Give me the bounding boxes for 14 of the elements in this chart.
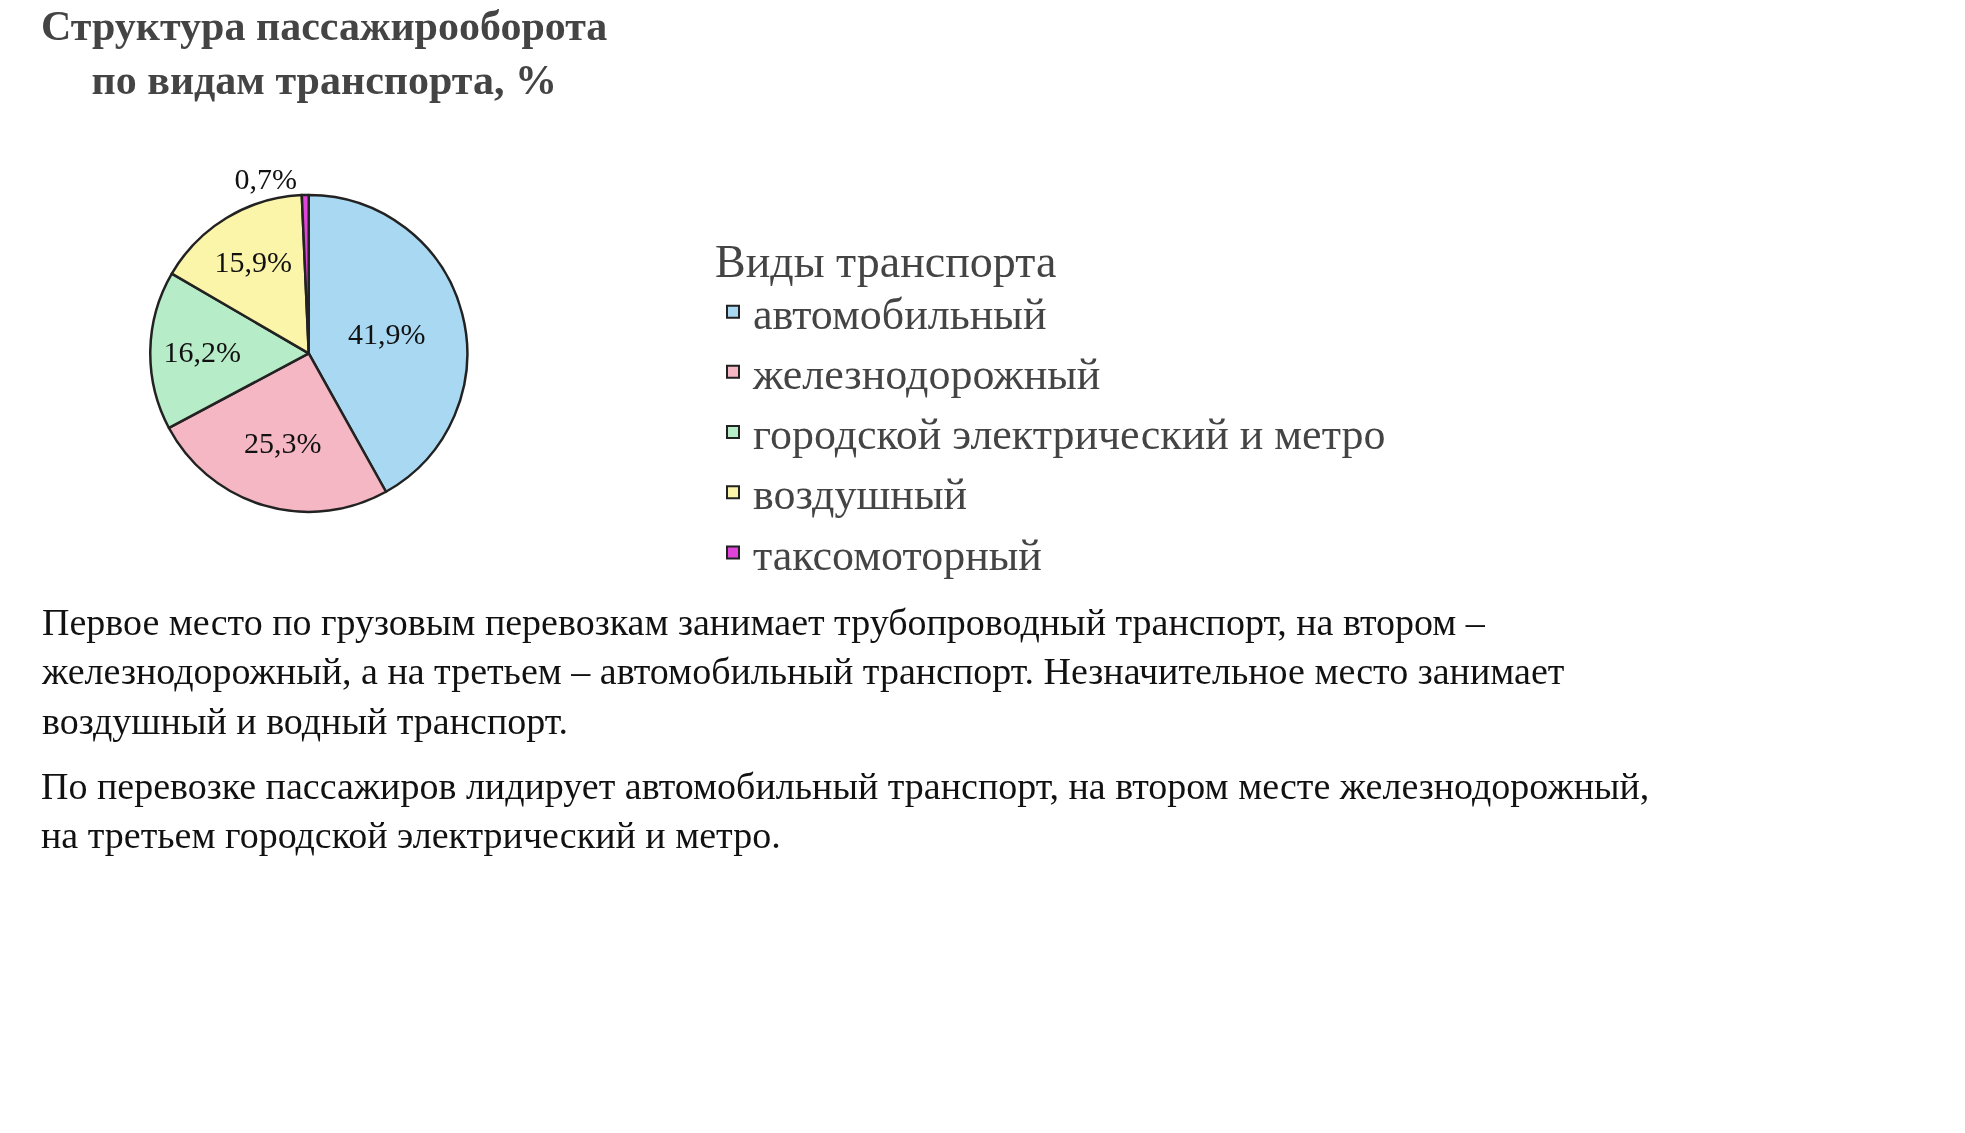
chart-title: Структура пассажирооборота по видам транспорта, % <box>41 2 608 104</box>
data-label: 41,9% <box>347 316 426 350</box>
text: Первое место по грузовым перевозкам занимает трубопроводный транспорт, на втором – железнодорожный, а на третьем – автомобильный транспорт. Незначительное место занимает воздушный и водный транспорт. <box>41 601 1565 742</box>
legend-label: воздушный <box>753 470 967 520</box>
data-label: 16,2% <box>163 334 241 368</box>
legend-title: Виды транспорта <box>715 235 1057 287</box>
data-label: 25,3% <box>243 425 322 459</box>
legend-label: автомобильный <box>753 289 1047 339</box>
data-label: 15,9% <box>214 245 293 279</box>
legend-label: таксомоторный <box>753 530 1042 580</box>
data-label: 0,7% <box>234 161 298 195</box>
legend-label: городской электрический и метро <box>753 410 1386 460</box>
text: По перевозке пассажиров лидирует автомобильный транспорт, на втором месте железнодорожный, на третьем городской электрический и метро. <box>41 765 1650 857</box>
legend-label: железнодорожный <box>752 350 1101 399</box>
